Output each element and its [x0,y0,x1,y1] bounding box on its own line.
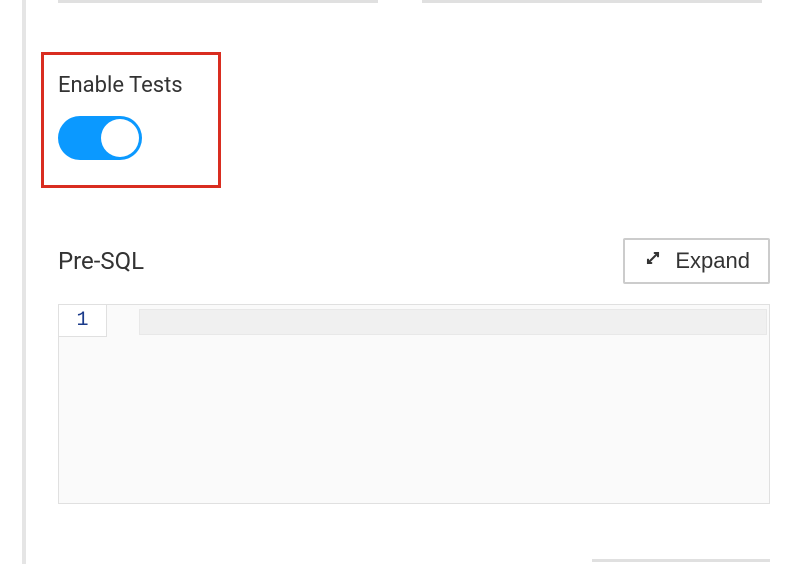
page-left-edge [0,0,4,564]
bottom-divider-fragment [592,559,770,562]
code-line-1[interactable] [139,309,767,335]
presql-header: Pre-SQL Expand [58,238,770,284]
code-editor[interactable]: 1 [58,304,770,504]
presql-section: Pre-SQL Expand 1 [58,238,770,504]
top-divider-left [58,0,378,3]
enable-tests-highlight: Enable Tests [41,52,221,188]
line-number-1: 1 [76,309,88,332]
presql-label: Pre-SQL [58,247,144,275]
enable-tests-toggle[interactable] [58,116,142,160]
toggle-thumb [101,119,139,157]
toggle-container [44,98,218,160]
content-left-divider [22,0,26,564]
expand-button-label: Expand [675,248,750,274]
enable-tests-label: Enable Tests [44,55,218,98]
expand-button[interactable]: Expand [623,238,770,284]
code-gutter: 1 [59,305,107,337]
top-divider-right [422,0,762,3]
expand-icon [643,248,663,274]
